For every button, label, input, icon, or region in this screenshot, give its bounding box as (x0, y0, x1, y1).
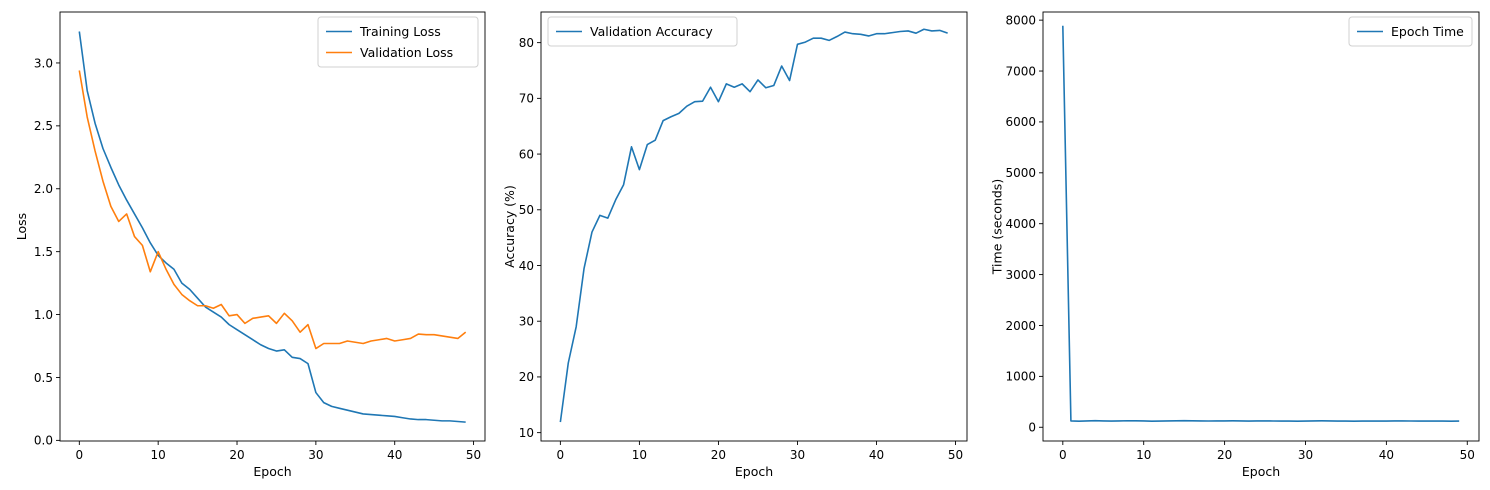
epoch-time-chart-ytick-label: 0 (1028, 421, 1036, 435)
accuracy-chart-ytick-label: 60 (519, 147, 534, 161)
loss-chart-ytick-label: 1.5 (34, 245, 53, 259)
accuracy-chart-xlabel: Epoch (735, 464, 773, 479)
epoch-time-chart-xtick-label: 0 (1059, 448, 1067, 462)
accuracy-chart-ytick-label: 70 (519, 92, 534, 106)
loss-chart-ytick-label: 1.0 (34, 308, 53, 322)
loss-chart-xtick-label: 30 (308, 448, 323, 462)
loss-chart-xtick-label: 0 (75, 448, 83, 462)
accuracy-chart-xtick-label: 20 (711, 448, 726, 462)
loss-chart-axes-frame (59, 11, 486, 442)
accuracy-chart-ytick-label: 30 (519, 315, 534, 329)
loss-chart-ytick-label: 3.0 (34, 56, 53, 70)
epoch-time-chart-legend-box (1348, 16, 1473, 47)
loss-chart-ytick-label: 0.0 (34, 434, 53, 448)
accuracy-chart-ytick-label: 80 (519, 36, 534, 50)
accuracy-chart-ytick-label: 10 (519, 426, 534, 440)
epoch-time-chart: 0 10 20 30 40 50 0 1000 2000 3000 4000 5000 6000 7000… (989, 11, 1480, 479)
epoch-time-chart-axes-frame (1042, 11, 1480, 442)
epoch-time-chart-legend-label-epoch-time: Epoch Time (1391, 24, 1464, 39)
loss-chart-legend-box (317, 16, 479, 68)
loss-chart-xtick-label: 50 (466, 448, 481, 462)
epoch-time-chart-xtick-label: 50 (1460, 448, 1475, 462)
epoch-time-chart-ytick-label: 2000 (1005, 319, 1036, 333)
accuracy-chart-legend-box (547, 16, 738, 47)
loss-chart-xtick-label: 20 (229, 448, 244, 462)
loss-chart-xtick-label: 10 (151, 448, 166, 462)
epoch-time-chart-ytick-label: 6000 (1005, 115, 1036, 129)
loss-chart-ytick-label: 0.5 (34, 371, 53, 385)
epoch-time-chart-ytick-label: 5000 (1005, 166, 1036, 180)
loss-chart-legend: Training Loss Validation Loss (317, 16, 479, 68)
accuracy-chart-ytick-label: 40 (519, 259, 534, 273)
accuracy-chart-xtick-label: 30 (790, 448, 805, 462)
accuracy-chart-xtick-label: 0 (557, 448, 565, 462)
epoch-time-chart-xtick-label: 10 (1136, 448, 1151, 462)
loss-chart-xtick-label: 40 (387, 448, 402, 462)
loss-chart-series-training-loss (78, 31, 466, 423)
epoch-time-chart-ytick-label: 3000 (1005, 268, 1036, 282)
loss-chart-legend-label-training-loss: Training Loss (359, 24, 441, 39)
accuracy-chart-ytick-label: 50 (519, 203, 534, 217)
accuracy-chart-xtick-label: 40 (869, 448, 884, 462)
accuracy-chart-ytick-label: 20 (519, 370, 534, 384)
epoch-time-chart-ytick-label: 8000 (1005, 13, 1036, 27)
accuracy-chart-legend: Validation Accuracy (547, 16, 738, 47)
accuracy-chart-ylabel: Accuracy (%) (502, 185, 517, 268)
epoch-time-chart-series-epoch-time (1062, 25, 1460, 422)
accuracy-chart-axes-frame (540, 11, 968, 442)
accuracy-chart-xtick-label: 50 (948, 448, 963, 462)
loss-chart-ytick-label: 2.5 (34, 119, 53, 133)
loss-chart-ylabel: Loss (14, 213, 29, 240)
accuracy-chart-legend-label-validation-accuracy: Validation Accuracy (590, 24, 713, 39)
loss-chart-xlabel: Epoch (253, 464, 291, 479)
accuracy-chart-series-validation-accuracy (559, 28, 948, 423)
loss-chart-legend-label-validation-loss: Validation Loss (360, 45, 453, 60)
epoch-time-chart-xlabel: Epoch (1242, 464, 1280, 479)
epoch-time-chart-ytick-label: 4000 (1005, 217, 1036, 231)
epoch-time-chart-ytick-label: 7000 (1005, 64, 1036, 78)
epoch-time-chart-xtick-label: 20 (1217, 448, 1232, 462)
epoch-time-chart-xtick-label: 30 (1298, 448, 1313, 462)
loss-chart-series-validation-loss (78, 70, 467, 350)
accuracy-chart: 0 10 20 30 40 50 10 20 30 40 50 60 70 80 Epoch Accuracy… (502, 11, 968, 479)
epoch-time-chart-legend: Epoch Time (1348, 16, 1473, 47)
epoch-time-chart-xtick-label: 40 (1379, 448, 1394, 462)
loss-chart: 0 10 20 30 40 50 0.0 0.5 1.0 1.5 2.0 2.5 3.0 Epoch Los… (14, 11, 486, 479)
epoch-time-chart-ylabel: Time (seconds) (989, 179, 1004, 275)
accuracy-chart-xtick-label: 10 (632, 448, 647, 462)
epoch-time-chart-ytick-label: 1000 (1005, 370, 1036, 384)
loss-chart-ytick-label: 2.0 (34, 182, 53, 196)
